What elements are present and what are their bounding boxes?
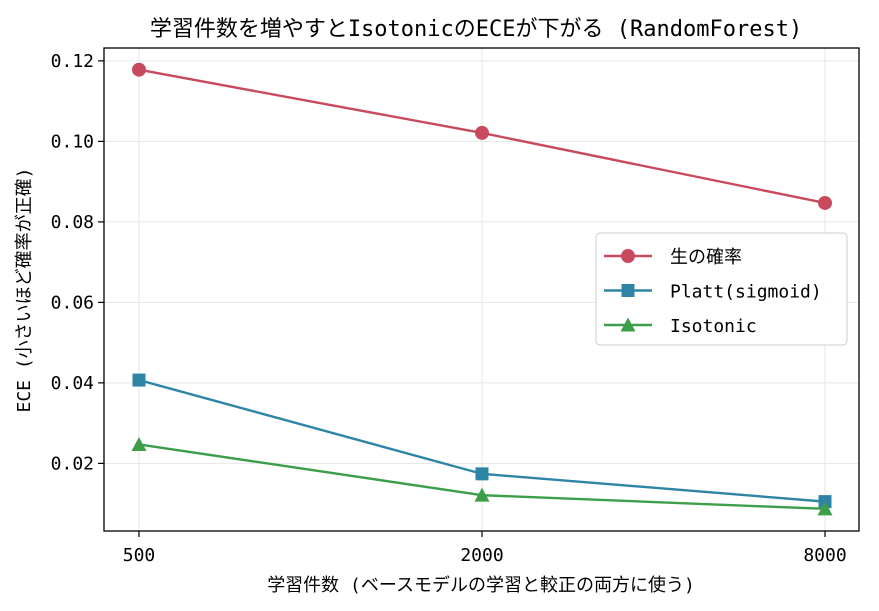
- x-axis-label: 学習件数 (ベースモデルの学習と較正の両方に使う): [267, 575, 695, 596]
- x-tick-label: 500: [123, 545, 156, 566]
- series-1: [132, 373, 832, 509]
- y-tick-label: 0.10: [51, 131, 94, 152]
- legend: 生の確率 Platt(sigmoid) Isotonic: [595, 232, 848, 346]
- y-tick-label: 0.08: [51, 212, 94, 233]
- series-0: [132, 62, 832, 210]
- data-point: [132, 373, 146, 387]
- legend-marker: [620, 317, 636, 332]
- legend-marker: [621, 249, 635, 263]
- series-group: [131, 62, 833, 516]
- data-point: [817, 501, 833, 516]
- data-point: [132, 62, 146, 77]
- x-axis: 500 2000 8000: [123, 531, 847, 566]
- x-tick-label: 8000: [803, 545, 846, 566]
- legend-label: Platt(sigmoid): [670, 282, 822, 303]
- y-tick-label: 0.06: [51, 292, 94, 313]
- data-point: [475, 125, 489, 140]
- data-point: [818, 195, 832, 210]
- legend-label: 生の確率: [670, 247, 742, 268]
- legend-box: [595, 232, 848, 346]
- chart-title: 学習件数を増やすとIsotonicのECEが下がる (RandomForest): [150, 17, 802, 42]
- data-point: [474, 487, 490, 502]
- y-tick-label: 0.02: [51, 453, 94, 474]
- data-point: [131, 436, 147, 451]
- y-axis-label: ECE (小さいほど確率が正確): [14, 167, 35, 412]
- series-2: [131, 436, 833, 516]
- legend-marker: [621, 284, 635, 297]
- legend-label: Isotonic: [670, 316, 757, 337]
- y-axis: 0.02 0.04 0.06 0.08 0.10 0.12: [51, 51, 104, 474]
- x-tick-label: 2000: [460, 545, 503, 566]
- y-tick-label: 0.12: [51, 51, 94, 72]
- y-tick-label: 0.04: [51, 373, 94, 394]
- data-point: [475, 467, 489, 481]
